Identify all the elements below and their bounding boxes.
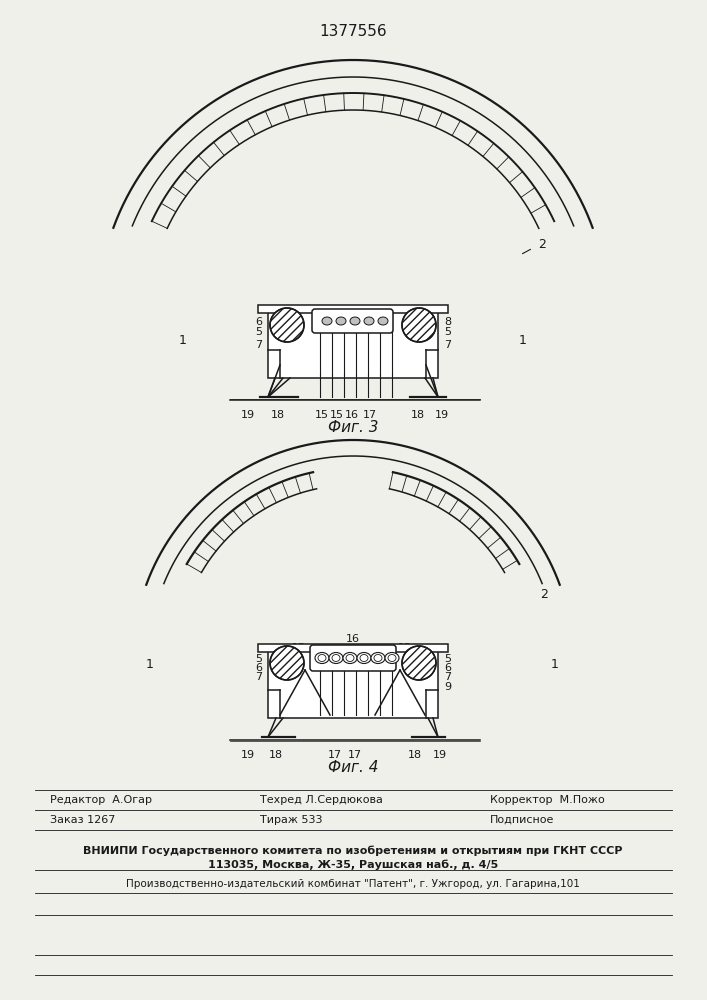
Text: 18: 18: [271, 410, 285, 420]
Text: 6: 6: [255, 663, 262, 673]
Text: 16: 16: [345, 410, 359, 420]
Text: 5: 5: [444, 654, 451, 664]
Text: Фиг. 4: Фиг. 4: [328, 760, 378, 776]
Text: 6: 6: [255, 317, 262, 327]
Ellipse shape: [357, 652, 371, 664]
Text: 15: 15: [292, 643, 306, 653]
Text: 18: 18: [411, 410, 425, 420]
Text: 7: 7: [255, 340, 262, 350]
FancyBboxPatch shape: [310, 645, 396, 671]
Text: 19: 19: [241, 410, 255, 420]
Text: Заказ 1267: Заказ 1267: [50, 815, 115, 825]
Text: Корректор  М.Пожо: Корректор М.Пожо: [490, 795, 604, 805]
Text: 7: 7: [444, 340, 451, 350]
Text: 19: 19: [435, 410, 449, 420]
Text: 5: 5: [255, 654, 262, 664]
Text: 7: 7: [255, 672, 262, 682]
Text: Подписное: Подписное: [490, 815, 554, 825]
Ellipse shape: [364, 317, 374, 325]
FancyBboxPatch shape: [312, 309, 393, 333]
Text: 15: 15: [315, 410, 329, 420]
Text: 15: 15: [330, 410, 344, 420]
Text: 17: 17: [328, 750, 342, 760]
Text: 1: 1: [179, 334, 187, 347]
Text: Техред Л.Сердюкова: Техред Л.Сердюкова: [260, 795, 383, 805]
Text: 1: 1: [519, 334, 527, 347]
Text: 15: 15: [398, 643, 412, 653]
Bar: [268, 650, 438, 718]
Ellipse shape: [350, 317, 360, 325]
Text: 1: 1: [551, 658, 559, 672]
Text: Тираж 533: Тираж 533: [260, 815, 322, 825]
Text: 5: 5: [255, 327, 262, 337]
Text: ВНИИПИ Государственного комитета по изобретениям и открытиям при ГКНТ СССР: ВНИИПИ Государственного комитета по изоб…: [83, 846, 623, 856]
Text: 1: 1: [146, 658, 154, 672]
Text: 1377556: 1377556: [319, 24, 387, 39]
Text: Фиг. 3: Фиг. 3: [328, 420, 378, 436]
Bar: [258, 644, 448, 652]
Text: 17: 17: [363, 410, 377, 420]
Bar: [258, 305, 448, 313]
Text: 8: 8: [444, 317, 451, 327]
Ellipse shape: [270, 308, 304, 342]
Ellipse shape: [315, 652, 329, 664]
Text: 5: 5: [444, 327, 451, 337]
Text: 18: 18: [408, 750, 422, 760]
Text: 2: 2: [538, 238, 546, 251]
Text: 2: 2: [540, 588, 548, 601]
Ellipse shape: [270, 646, 304, 680]
Ellipse shape: [402, 308, 436, 342]
Text: 19: 19: [433, 750, 447, 760]
Text: 6: 6: [444, 663, 451, 673]
Text: 7: 7: [444, 672, 451, 682]
Ellipse shape: [385, 652, 399, 664]
Ellipse shape: [336, 317, 346, 325]
Text: 17: 17: [348, 750, 362, 760]
Ellipse shape: [343, 652, 357, 664]
Ellipse shape: [329, 652, 343, 664]
Text: 18: 18: [269, 750, 283, 760]
Text: Производственно-издательский комбинат "Патент", г. Ужгород, ул. Гагарина,101: Производственно-издательский комбинат "П…: [126, 879, 580, 889]
Text: 9: 9: [444, 682, 451, 692]
Bar: [268, 310, 438, 378]
Text: 19: 19: [241, 750, 255, 760]
Ellipse shape: [402, 646, 436, 680]
Text: 16: 16: [346, 634, 360, 644]
Text: Редактор  А.Огар: Редактор А.Огар: [50, 795, 152, 805]
Text: 113035, Москва, Ж-35, Раушская наб., д. 4/5: 113035, Москва, Ж-35, Раушская наб., д. …: [208, 860, 498, 870]
Ellipse shape: [322, 317, 332, 325]
Ellipse shape: [371, 652, 385, 664]
Ellipse shape: [378, 317, 388, 325]
